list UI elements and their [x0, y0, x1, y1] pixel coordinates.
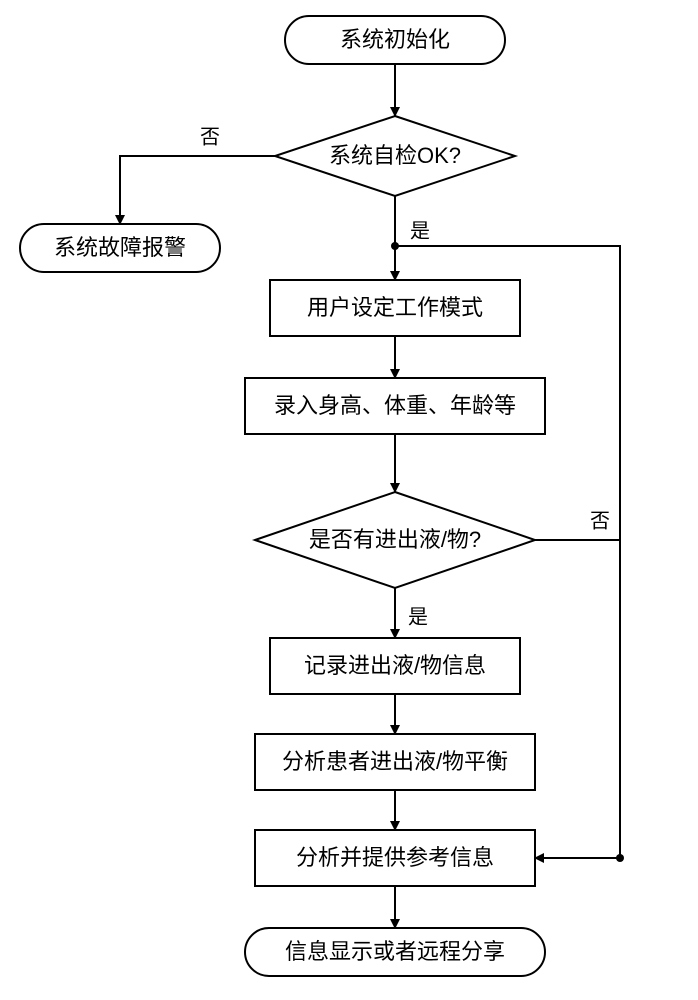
node-label: 分析并提供参考信息 — [296, 845, 494, 870]
edge-label: 是 — [408, 606, 428, 628]
edge-label: 否 — [590, 510, 610, 532]
node-start: 系统初始化 — [285, 16, 505, 64]
node-label: 记录进出液/物信息 — [304, 653, 486, 678]
node-record: 记录进出液/物信息 — [270, 638, 520, 694]
node-analyze2: 分析并提供参考信息 — [255, 830, 535, 886]
node-label: 系统自检OK? — [329, 143, 461, 168]
edge-label: 否 — [200, 126, 220, 148]
node-label: 系统初始化 — [340, 27, 450, 52]
node-mode: 用户设定工作模式 — [270, 280, 520, 336]
junction-dot — [391, 242, 399, 250]
node-hasio: 是否有进出液/物? — [255, 492, 535, 588]
node-label: 系统故障报警 — [54, 235, 186, 260]
node-label: 信息显示或者远程分享 — [285, 939, 505, 964]
edge-label: 是 — [410, 220, 430, 242]
node-input: 录入身高、体重、年龄等 — [245, 378, 545, 434]
node-label: 是否有进出液/物? — [309, 527, 481, 552]
edge — [535, 540, 620, 858]
node-alarm: 系统故障报警 — [20, 224, 220, 272]
node-label: 分析患者进出液/物平衡 — [282, 749, 508, 774]
junction-dot — [616, 854, 624, 862]
node-label: 录入身高、体重、年龄等 — [274, 393, 516, 418]
node-label: 用户设定工作模式 — [307, 295, 483, 320]
flowchart-svg: 否是是否系统初始化系统自检OK?系统故障报警用户设定工作模式录入身高、体重、年龄… — [0, 0, 698, 1000]
edge — [120, 156, 275, 224]
node-analyze1: 分析患者进出液/物平衡 — [255, 734, 535, 790]
node-end: 信息显示或者远程分享 — [245, 928, 545, 976]
node-check: 系统自检OK? — [275, 116, 515, 196]
